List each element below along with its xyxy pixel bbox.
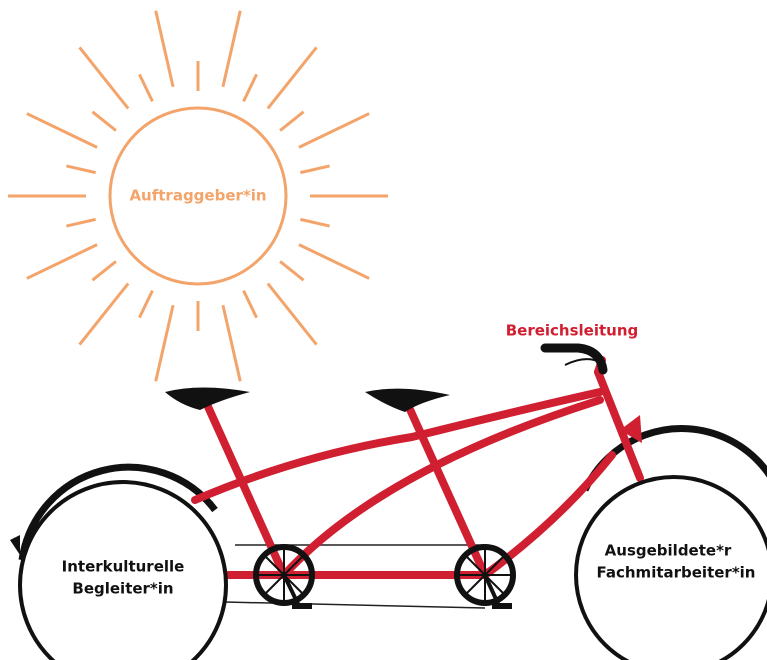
page: Auftraggeber*in Bereichsleitung Interkul… (0, 0, 767, 660)
sun-ray (244, 74, 257, 101)
brake-lever (565, 359, 600, 365)
sun-ray (223, 305, 240, 381)
sun-ray (156, 305, 173, 381)
sun-ray (92, 112, 115, 131)
front-wheel-label: Ausgebildete*r (605, 542, 732, 560)
sun-ray (268, 47, 317, 108)
rear-wheel-label: Begleiter*in (72, 580, 173, 598)
sun-ray (66, 166, 95, 173)
sun-ray (300, 166, 329, 173)
sun-ray (27, 114, 97, 148)
sun-ray (80, 284, 129, 345)
sun-ray (156, 11, 173, 87)
rear-wheel-label: Interkulturelle (62, 558, 185, 576)
sun-ray (139, 74, 152, 101)
sun-ray (27, 245, 97, 279)
front-seat (365, 389, 450, 412)
rear-fender-tip (10, 535, 20, 555)
sun-ray (300, 219, 329, 226)
diagram: Auftraggeber*in Bereichsleitung Interkul… (0, 0, 767, 660)
sun-ray (139, 291, 152, 318)
sun-ray (280, 261, 303, 280)
sun-ray (299, 114, 369, 148)
sun-ray (223, 11, 240, 87)
front-wheel-label: Fachmitarbeiter*in (597, 564, 756, 582)
sun-ray (244, 291, 257, 318)
sun-ray (92, 261, 115, 280)
sun-ray (80, 47, 129, 108)
handlebar-label: Bereichsleitung (506, 322, 639, 340)
sun-ray (66, 219, 95, 226)
sun-ray (268, 284, 317, 345)
sun-ray (299, 245, 369, 279)
sun-ray (280, 112, 303, 131)
sun-label: Auftraggeber*in (129, 187, 266, 205)
